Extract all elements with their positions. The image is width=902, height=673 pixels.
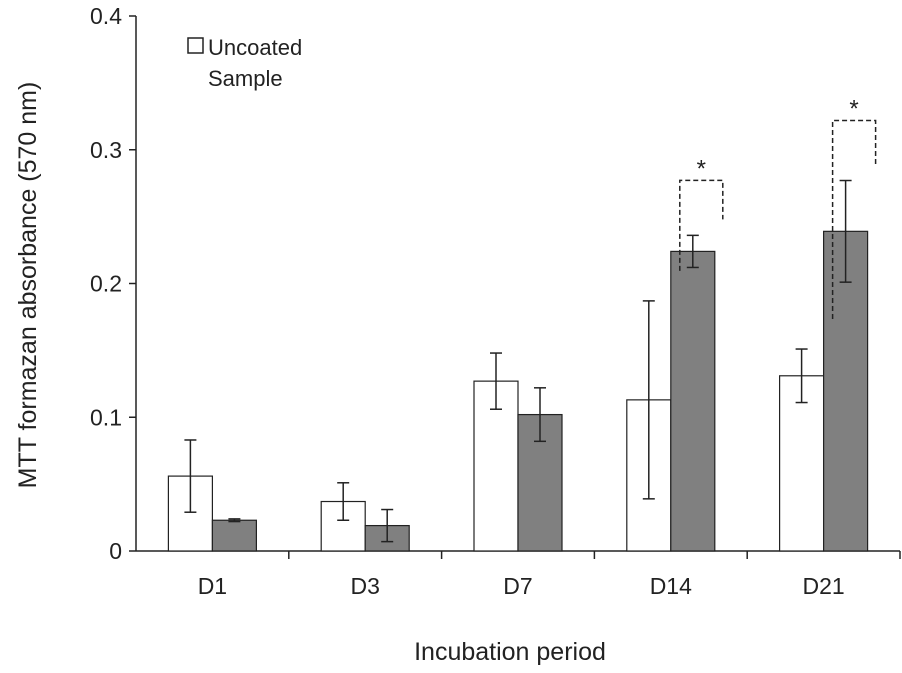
x-tick-label: D21 — [802, 573, 844, 599]
x-tick-label: D3 — [350, 573, 379, 599]
legend: Uncoated Sample — [187, 35, 302, 91]
error-bar — [490, 352, 502, 410]
x-axis-label: Incubation period — [414, 638, 606, 666]
error-bar — [337, 482, 350, 521]
significance-bracket — [831, 119, 877, 320]
error-bar — [381, 508, 394, 543]
bar-sample-D14 — [670, 250, 716, 552]
bar-sample-D21 — [822, 230, 869, 552]
legend-label-sample: Sample — [208, 66, 283, 91]
error-bar — [534, 387, 546, 443]
significance-bracket — [679, 179, 724, 271]
error-bar — [184, 439, 197, 513]
error-bar — [795, 348, 808, 404]
bars — [167, 179, 869, 552]
y-tick-label: 0.4 — [90, 3, 122, 29]
y-tick-label: 0.2 — [90, 271, 122, 297]
significance-brackets: ** — [679, 96, 877, 320]
x-tick-label: D7 — [503, 573, 532, 599]
legend-swatch-uncoated — [187, 37, 204, 54]
y-tick-label: 0.1 — [90, 404, 122, 430]
y-axis-label: MTT formazan absorbance (570 nm) — [14, 82, 42, 489]
error-bar — [642, 300, 655, 500]
x-tick-label: D1 — [198, 573, 227, 599]
significance-star: * — [849, 96, 858, 123]
significance-star: * — [697, 155, 706, 182]
bar-sample-D1 — [211, 519, 257, 552]
axes: 0 0.1 0.2 0.3 0.4 D1 D3 D7 D14 D21 — [90, 3, 901, 599]
x-tick-label: D14 — [650, 573, 692, 599]
error-bar — [839, 179, 852, 283]
y-tick-label: 0.3 — [90, 137, 122, 163]
legend-label-uncoated: Uncoated — [208, 35, 302, 60]
error-bar — [228, 518, 241, 523]
error-bar — [686, 234, 699, 269]
y-tick-label: 0 — [109, 538, 122, 564]
bar-uncoated-D21 — [778, 375, 825, 552]
